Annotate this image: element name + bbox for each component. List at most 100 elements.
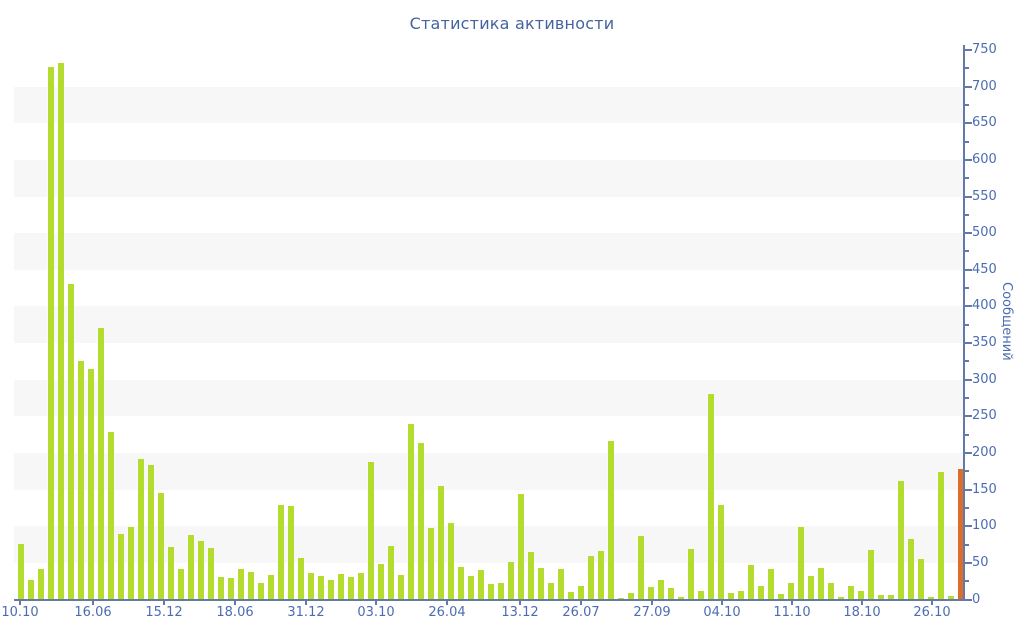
bar[interactable] bbox=[627, 592, 634, 600]
bar[interactable] bbox=[767, 569, 774, 600]
bar[interactable] bbox=[617, 598, 624, 600]
bar[interactable] bbox=[817, 567, 824, 600]
bar[interactable] bbox=[477, 570, 484, 600]
bar[interactable] bbox=[87, 368, 94, 600]
y-minor-tick bbox=[965, 470, 969, 473]
bar[interactable] bbox=[557, 569, 564, 600]
bar[interactable] bbox=[77, 361, 84, 600]
bar[interactable] bbox=[907, 538, 914, 600]
bar[interactable] bbox=[737, 590, 744, 600]
bar[interactable] bbox=[787, 583, 794, 600]
bar[interactable] bbox=[947, 595, 954, 600]
bar[interactable] bbox=[17, 543, 24, 600]
bar[interactable] bbox=[187, 535, 194, 600]
bar[interactable] bbox=[757, 586, 764, 600]
bar[interactable] bbox=[97, 328, 104, 600]
bar[interactable] bbox=[387, 546, 394, 600]
bar[interactable] bbox=[177, 569, 184, 600]
bar[interactable] bbox=[537, 567, 544, 600]
bar[interactable] bbox=[847, 585, 854, 600]
bar[interactable] bbox=[917, 559, 924, 600]
bar[interactable] bbox=[357, 573, 364, 600]
bar[interactable] bbox=[677, 596, 684, 600]
x-tick-label: 18.10 bbox=[843, 605, 881, 620]
bar[interactable] bbox=[337, 573, 344, 600]
bar[interactable] bbox=[237, 569, 244, 600]
bar[interactable] bbox=[307, 573, 314, 600]
bar[interactable] bbox=[457, 566, 464, 600]
bar[interactable] bbox=[597, 551, 604, 600]
bar[interactable] bbox=[587, 556, 594, 600]
bar[interactable] bbox=[207, 548, 214, 600]
bar[interactable] bbox=[927, 596, 934, 600]
bar[interactable] bbox=[637, 535, 644, 600]
bar[interactable] bbox=[887, 595, 894, 600]
bar[interactable] bbox=[697, 590, 704, 600]
bar[interactable] bbox=[837, 596, 844, 600]
bar[interactable] bbox=[57, 63, 64, 600]
y-axis-title: Сообщений bbox=[999, 282, 1014, 361]
bar[interactable] bbox=[427, 527, 434, 600]
bar[interactable] bbox=[727, 592, 734, 600]
bar[interactable] bbox=[937, 472, 944, 600]
bar[interactable] bbox=[437, 485, 444, 600]
bar[interactable] bbox=[507, 562, 514, 600]
bar[interactable] bbox=[607, 441, 614, 600]
bar[interactable] bbox=[147, 465, 154, 600]
bar[interactable] bbox=[407, 423, 414, 600]
bar[interactable] bbox=[867, 549, 874, 600]
bar[interactable] bbox=[667, 587, 674, 600]
bar[interactable] bbox=[347, 576, 354, 600]
bar[interactable] bbox=[367, 462, 374, 600]
bar[interactable] bbox=[467, 576, 474, 600]
bar[interactable] bbox=[497, 583, 504, 600]
bar[interactable] bbox=[217, 576, 224, 600]
bar[interactable] bbox=[397, 575, 404, 600]
bar[interactable] bbox=[647, 587, 654, 600]
bar[interactable] bbox=[517, 493, 524, 600]
bar[interactable] bbox=[797, 526, 804, 600]
bar[interactable] bbox=[707, 394, 714, 600]
bar[interactable] bbox=[717, 504, 724, 600]
bar-highlighted[interactable] bbox=[957, 469, 965, 600]
bar[interactable] bbox=[487, 584, 494, 600]
bar[interactable] bbox=[657, 579, 664, 600]
bar[interactable] bbox=[417, 442, 424, 600]
bar[interactable] bbox=[27, 579, 34, 600]
bar[interactable] bbox=[227, 577, 234, 600]
bar[interactable] bbox=[857, 590, 864, 600]
bar[interactable] bbox=[247, 571, 254, 600]
bar[interactable] bbox=[297, 557, 304, 600]
bar[interactable] bbox=[547, 583, 554, 600]
bar[interactable] bbox=[777, 593, 784, 600]
bar[interactable] bbox=[747, 565, 754, 600]
bar[interactable] bbox=[67, 283, 74, 600]
bar[interactable] bbox=[127, 526, 134, 600]
bar[interactable] bbox=[37, 569, 44, 600]
bar[interactable] bbox=[257, 583, 264, 600]
bar[interactable] bbox=[527, 551, 534, 600]
bar[interactable] bbox=[287, 505, 294, 600]
bar[interactable] bbox=[137, 458, 144, 600]
bar[interactable] bbox=[577, 585, 584, 600]
bar[interactable] bbox=[327, 580, 334, 600]
bar[interactable] bbox=[317, 576, 324, 600]
bar[interactable] bbox=[897, 480, 904, 600]
x-tick bbox=[163, 601, 165, 605]
bar[interactable] bbox=[117, 534, 124, 600]
bar[interactable] bbox=[47, 66, 54, 600]
bar[interactable] bbox=[377, 564, 384, 600]
y-minor-tick bbox=[965, 250, 969, 253]
bar[interactable] bbox=[167, 546, 174, 600]
bar[interactable] bbox=[157, 492, 164, 600]
bar[interactable] bbox=[107, 432, 114, 600]
bar[interactable] bbox=[567, 592, 574, 600]
bar[interactable] bbox=[277, 504, 284, 600]
bar[interactable] bbox=[197, 540, 204, 600]
bar[interactable] bbox=[877, 595, 884, 600]
bar[interactable] bbox=[267, 574, 274, 600]
bar[interactable] bbox=[447, 523, 454, 600]
bar[interactable] bbox=[687, 548, 694, 600]
bar[interactable] bbox=[807, 576, 814, 600]
bar[interactable] bbox=[827, 583, 834, 600]
